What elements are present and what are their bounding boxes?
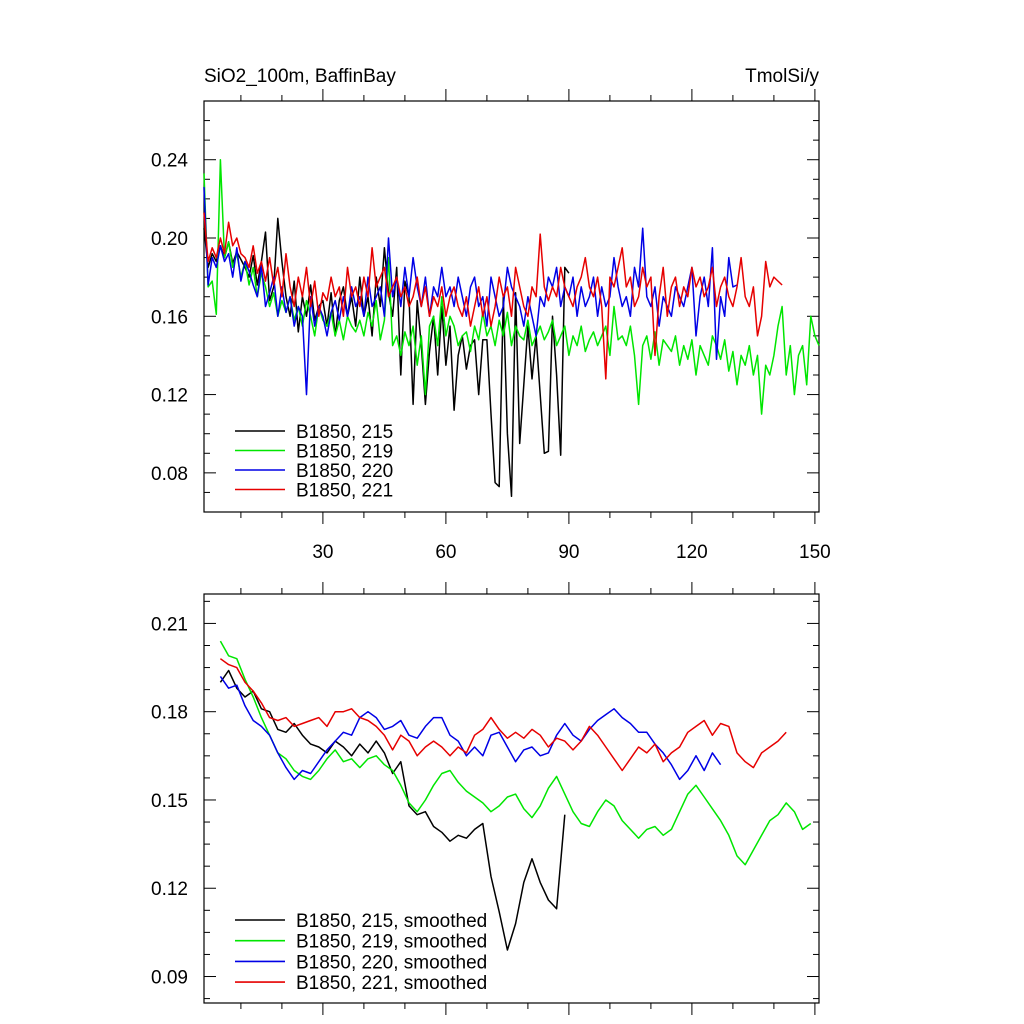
top-panel-title: SiO2_100m, BaffinBay: [204, 66, 396, 87]
bottom-legend-label-2: B1850, 219, smoothed: [296, 932, 487, 953]
top-x-tick-label: 150: [799, 542, 831, 563]
top-y-tick-label: 0.08: [151, 464, 188, 485]
top-series-line-3: [203, 187, 738, 396]
bottom-y-tick-label: 0.15: [151, 791, 188, 812]
bottom-series-line-1: [219, 669, 566, 951]
top-plot-frame: [203, 100, 820, 513]
top-axis-ticks: [204, 89, 819, 524]
bottom-legend-label-1: B1850, 215, smoothed: [296, 911, 487, 932]
bottom-y-tick-label: 0.12: [151, 879, 188, 900]
top-x-tick-label: 90: [558, 542, 579, 563]
top-y-tick-label: 0.20: [151, 229, 188, 250]
top-legend-label-3: B1850, 220: [296, 461, 393, 482]
bottom-y-tick-label: 0.21: [151, 614, 188, 635]
top-y-tick-label: 0.24: [151, 151, 188, 172]
bottom-panel: 0.09 0.12 0.15 0.18 0.21 B1850, 215, smoothed…: [151, 582, 820, 1015]
bottom-y-tick-label: 0.09: [151, 968, 188, 989]
bottom-legend-label-4: B1850, 221, smoothed: [296, 973, 487, 994]
top-panel: SiO2_100m, BaffinBay TmolSi/y 0.08 0.12 0.…: [151, 66, 831, 563]
top-y-tick-label: 0.12: [151, 386, 188, 407]
bottom-series-line-3: [219, 675, 722, 781]
bottom-series-line-2: [219, 640, 812, 866]
top-panel-units: TmolSi/y: [745, 66, 819, 87]
bottom-y-tick-label: 0.18: [151, 703, 188, 724]
top-legend-label-4: B1850, 221: [296, 481, 393, 502]
bottom-legend-label-3: B1850, 220, smoothed: [296, 952, 487, 973]
top-series-line-4: [203, 212, 783, 380]
bottom-plot-frame: [203, 593, 820, 1004]
top-x-tick-label: 120: [676, 542, 708, 563]
top-x-tick-label: 30: [312, 542, 333, 563]
top-y-tick-label: 0.16: [151, 307, 188, 328]
top-x-tick-label: 60: [435, 542, 456, 563]
top-legend-label-1: B1850, 215: [296, 422, 393, 443]
bottom-series-line-4: [219, 658, 787, 772]
bottom-axis-ticks: [204, 582, 819, 1015]
top-legend-label-2: B1850, 219: [296, 442, 393, 463]
